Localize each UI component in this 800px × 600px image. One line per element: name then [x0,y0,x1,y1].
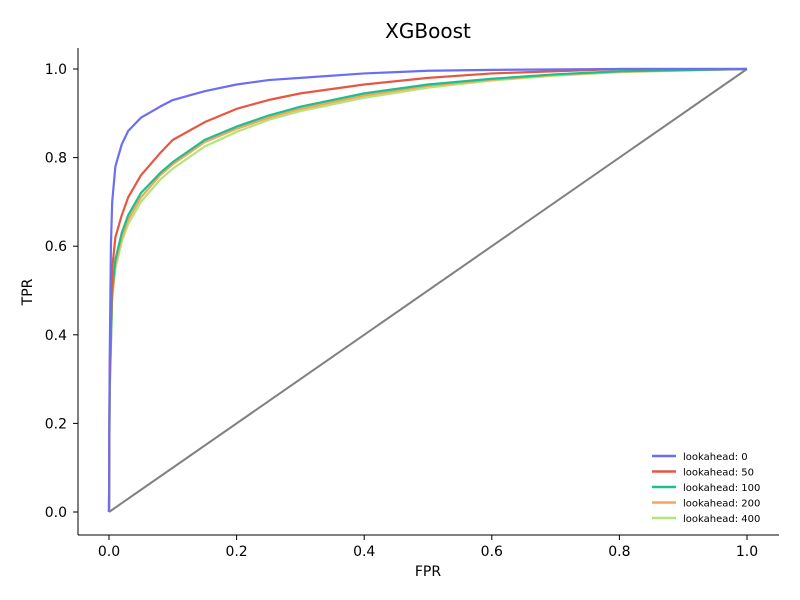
y-axis-label: TPR [20,278,36,306]
series-line-lookahead-50 [107,67,747,513]
legend-label: lookahead: 400 [683,514,760,525]
y-tick-label: 0.2 [45,416,67,432]
series-line-lookahead-100 [107,67,748,513]
axes [77,48,779,536]
y-tick-label: 0.0 [45,505,67,521]
y-tick-label: 0.8 [45,151,67,167]
x-tick-label: 0.0 [98,544,120,560]
y-tick-label: 0.4 [45,328,67,344]
x-tick-label: 0.6 [481,544,503,560]
y-tick-label: 1.0 [45,62,67,78]
x-tick-label: 0.4 [353,544,375,560]
legend: lookahead: 0 lookahead: 50 lookahead: 100 l… [652,452,760,525]
x-ticks: 0.0 0.2 0.4 0.6 0.8 1.0 [98,535,758,560]
legend-label: lookahead: 100 [683,483,760,494]
legend-label: lookahead: 50 [683,468,754,479]
chart-title: XGBoost [385,19,471,43]
legend-label: lookahead: 0 [683,452,748,463]
series-line-lookahead-0 [107,67,747,513]
legend-label: lookahead: 200 [683,499,760,510]
x-tick-label: 0.2 [225,544,247,560]
x-axis-label: FPR [415,564,441,580]
x-tick-label: 0.8 [608,544,630,560]
reference-diagonal-line [108,68,748,513]
x-tick-label: 1.0 [736,544,758,560]
y-tick-label: 0.6 [45,239,67,255]
plot-lines [107,67,748,513]
y-ticks: 0.0 0.2 0.4 0.6 0.8 1.0 [45,62,78,521]
